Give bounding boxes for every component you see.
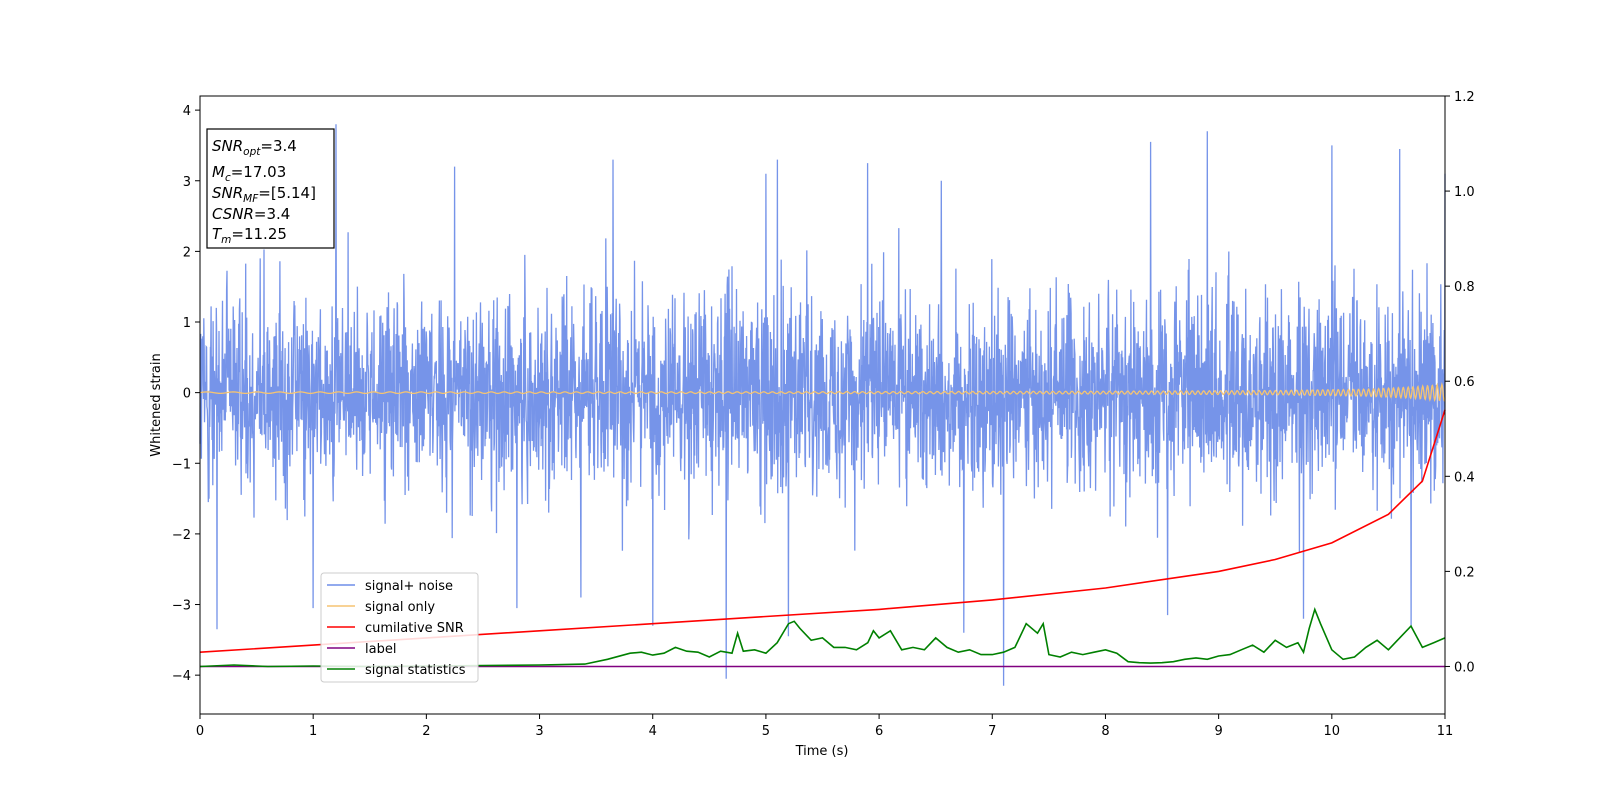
y-tick-label: 2 — [183, 245, 191, 260]
legend-label: signal+ noise — [365, 579, 453, 594]
legend-label: cumilative SNR — [365, 621, 464, 636]
x-tick-label: 6 — [875, 724, 883, 739]
y-tick-label: 0 — [183, 387, 191, 402]
x-tick-label: 5 — [762, 724, 770, 739]
y-tick-label: −3 — [172, 599, 191, 614]
y2-tick-label: 0.4 — [1454, 470, 1475, 485]
signal-noise-series — [199, 124, 1446, 686]
info-snr-mf: SNRMF=[5.14] — [212, 184, 316, 205]
y-tick-label: 4 — [183, 104, 191, 119]
x-tick-label: 9 — [1214, 724, 1222, 739]
y2-tick-label: 0.2 — [1454, 565, 1475, 580]
legend-label: signal only — [365, 600, 435, 615]
x-tick-label: 0 — [196, 724, 204, 739]
x-tick-label: 8 — [1101, 724, 1109, 739]
x-tick-label: 11 — [1437, 724, 1454, 739]
y-tick-label: −4 — [172, 669, 191, 684]
x-tick-label: 3 — [535, 724, 543, 739]
y2-tick-label: 0.0 — [1454, 660, 1475, 675]
y2-tick-label: 1.0 — [1454, 185, 1475, 200]
y-tick-label: −1 — [172, 457, 191, 472]
info-mc: Mc=17.03 — [212, 163, 286, 184]
plot-frame — [199, 95, 1446, 715]
y-tick-label: −2 — [172, 528, 191, 543]
info-snr-opt: SNRopt=3.4 — [212, 137, 297, 158]
x-tick-label: 10 — [1324, 724, 1341, 739]
x-axis: 0 1 2 3 4 5 6 7 8 9 10 11 — [196, 714, 1453, 739]
info-box-frame — [206, 128, 335, 249]
info-csnr: CSNR=3.4 — [212, 205, 290, 223]
x-tick-label: 2 — [422, 724, 430, 739]
legend-frame — [320, 572, 479, 683]
y-tick-label: 1 — [183, 316, 191, 331]
legend-label: signal statistics — [365, 663, 466, 678]
x-tick-label: 4 — [649, 724, 657, 739]
info-box: SNRopt=3.4 Mc=17.03 SNRMF=[5.14] CSNR=3.… — [206, 128, 335, 249]
y-axis-label: Whitened strain — [149, 353, 164, 456]
legend-label: label — [365, 642, 396, 657]
y-tick-label: 3 — [183, 175, 191, 190]
signal-noise-line — [199, 124, 1446, 686]
y2-tick-label: 0.6 — [1454, 375, 1475, 390]
legend: signal+ noise signal only cumilative SNR la… — [320, 572, 479, 683]
x-tick-label: 7 — [988, 724, 996, 739]
signal-statistics-line — [199, 606, 1446, 668]
y2-tick-label: 1.2 — [1454, 90, 1475, 105]
y-axis-left: 4 3 2 1 0 −1 −2 −3 −4 — [172, 104, 200, 684]
info-tm: Tm=11.25 — [212, 225, 287, 246]
y-axis-right: 1.2 1.0 0.8 0.6 0.4 0.2 0.0 — [1445, 90, 1475, 675]
y2-tick-label: 0.8 — [1454, 280, 1475, 295]
x-tick-label: 1 — [309, 724, 317, 739]
x-axis-label: Time (s) — [795, 744, 849, 759]
signal-only-line — [199, 381, 1446, 403]
